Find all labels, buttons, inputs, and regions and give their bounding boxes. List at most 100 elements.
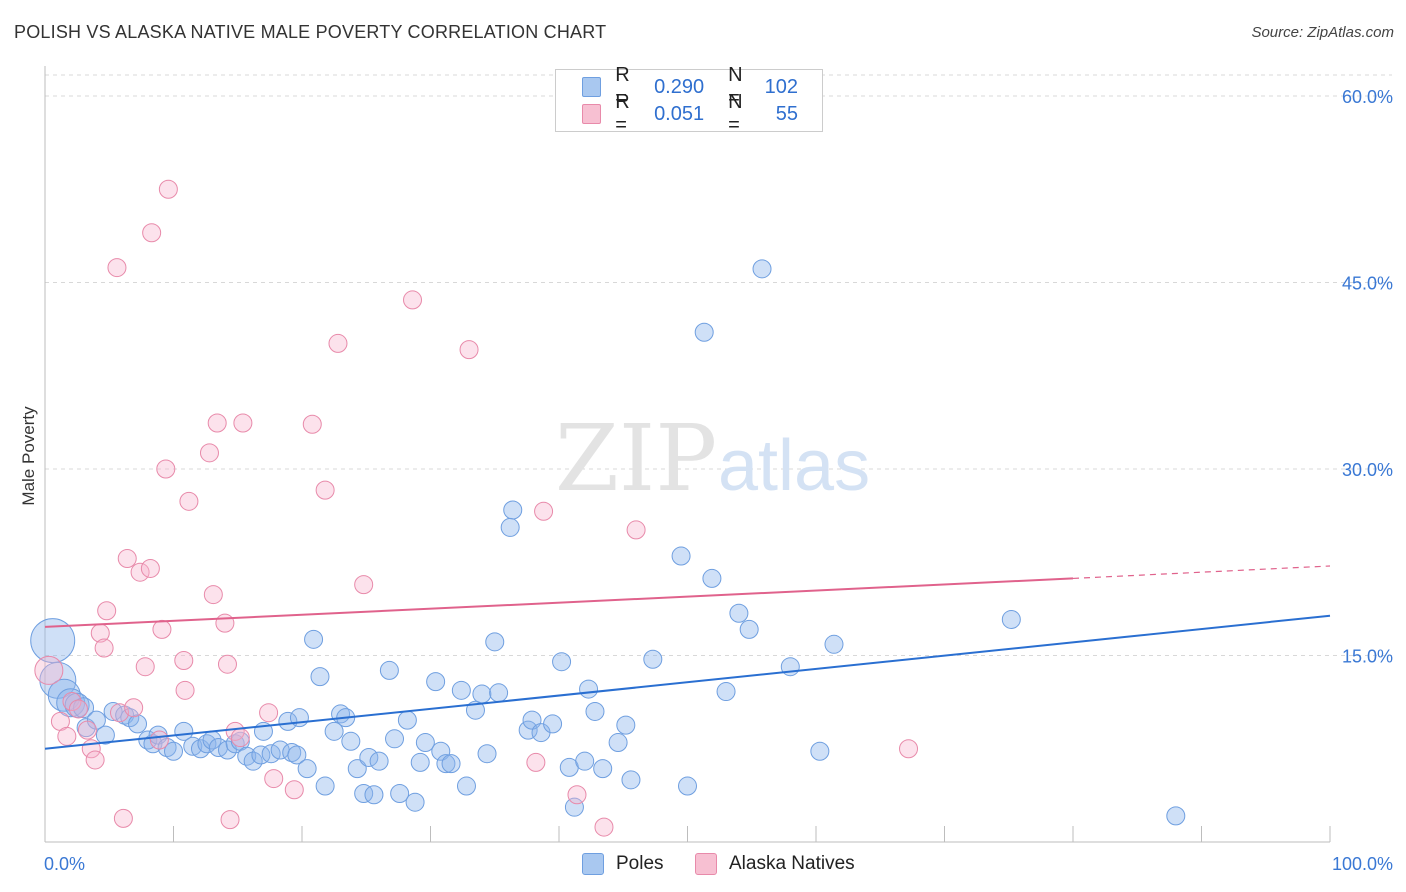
poles-point <box>451 680 471 700</box>
alaska-natives-point <box>85 750 105 770</box>
alaska-natives-point <box>594 817 614 837</box>
alaska-natives-point <box>113 808 133 828</box>
poles-point <box>500 517 520 537</box>
poles-point <box>243 751 263 771</box>
poles-point <box>608 733 628 753</box>
alaska-natives-point <box>302 414 322 434</box>
alaska-natives-point <box>156 459 176 479</box>
bottom-legend-swatch-poles <box>582 853 604 875</box>
poles-point <box>364 785 384 805</box>
alaska-natives-point <box>217 654 237 674</box>
poles-point <box>465 700 485 720</box>
poles-point <box>282 742 302 762</box>
poles-point <box>64 692 90 718</box>
alaska-natives-point <box>130 562 150 582</box>
watermark-atlas: atlas <box>718 426 870 506</box>
poles-point <box>579 679 599 699</box>
x-tick-label: 100.0% <box>1332 854 1393 874</box>
poles-point <box>369 751 389 771</box>
poles-point <box>157 738 177 758</box>
poles-point <box>1166 806 1186 826</box>
label-layer: 15.0% 30.0% 45.0% 60.0% 0.0% 100.0% Male Pover… <box>19 87 1393 874</box>
poles-point <box>616 715 636 735</box>
alaska-natives-point <box>567 785 587 805</box>
legend-swatch-alaska-natives <box>582 104 602 124</box>
alaska-natives-point <box>328 333 348 353</box>
alaska-natives-point <box>233 413 253 433</box>
poles-point <box>354 784 374 804</box>
legend-box: R = 0.290 N = 102 R = 0.051 N = 55 <box>555 64 823 136</box>
poles-trend-line <box>44 614 1331 750</box>
poles-point <box>694 322 714 342</box>
legend-n-label: N = <box>728 91 743 136</box>
alaska-natives-point <box>199 443 219 463</box>
poles-point <box>585 701 605 721</box>
poles-point <box>183 736 203 756</box>
poles-point <box>405 792 425 812</box>
poles-point <box>503 500 523 520</box>
trend-layer <box>44 565 1331 750</box>
alaska-natives-point <box>526 752 546 772</box>
legend-row-alaska-natives: R = 0.051 N = 55 <box>582 91 822 136</box>
legend-swatch-poles <box>582 77 602 97</box>
grid-layer <box>45 74 1392 656</box>
y-tick-label: 45.0% <box>1342 274 1393 294</box>
y-tick-label: 60.0% <box>1342 87 1393 107</box>
poles-point <box>397 710 417 730</box>
poles-point <box>278 711 298 731</box>
poles-point <box>621 770 641 790</box>
bottom-legend-label-poles: Poles <box>616 853 664 874</box>
poles-point <box>251 745 271 765</box>
poles-point <box>304 629 324 649</box>
alaska-natives-point <box>110 703 130 723</box>
alaska-natives-point <box>149 730 169 750</box>
poles-point <box>237 746 257 766</box>
alaska-natives-point <box>175 680 195 700</box>
poles-point <box>385 729 405 749</box>
watermark-zip: ZIP <box>555 405 717 512</box>
poles-point <box>310 667 330 687</box>
poles-point <box>164 741 183 761</box>
legend-r-value: 0.290 <box>654 75 705 98</box>
alaska-natives-point <box>57 726 77 746</box>
poles-point <box>138 730 158 750</box>
alaska-natives-point <box>152 619 172 639</box>
bottom-legend-swatch-alaska-natives <box>695 853 717 875</box>
poles-point <box>477 744 497 764</box>
poles-point <box>472 684 492 704</box>
alaska-natives-point <box>284 780 304 800</box>
alaska-natives-point <box>140 558 160 578</box>
alaska-natives-point <box>354 575 374 595</box>
poles-point <box>702 568 722 588</box>
alaska-natives-point <box>203 585 223 605</box>
alaska-natives-point <box>97 601 117 621</box>
poles-point <box>128 714 148 734</box>
alaska-natives-point <box>174 650 194 670</box>
bottom-legend-alaska-natives: Alaska Natives <box>695 851 855 877</box>
bottom-legend-label-alaska-natives: Alaska Natives <box>729 853 855 874</box>
poles-point <box>716 682 736 702</box>
poles-point <box>426 672 446 692</box>
alaska-natives-point <box>135 657 155 677</box>
alaska-natives-point <box>259 703 279 723</box>
poles-point <box>410 752 430 772</box>
poles-point <box>436 754 456 774</box>
poles-point <box>73 697 95 719</box>
alaska-natives-point <box>107 258 127 278</box>
poles-point <box>671 546 691 566</box>
poles-point <box>593 759 613 779</box>
poles-point <box>415 733 435 753</box>
poles-point <box>739 619 759 639</box>
alaska-natives-point <box>68 699 88 719</box>
bottom-legend-poles: Poles <box>582 851 664 877</box>
legend-r-label: R = <box>615 91 630 136</box>
poles-point <box>485 632 505 652</box>
alaska-natives-point <box>94 638 114 658</box>
poles-point <box>441 754 461 774</box>
poles-point <box>143 734 163 754</box>
alaska-natives-point <box>264 769 284 789</box>
legend-n-value: 55 <box>775 102 798 125</box>
poles-point <box>456 776 476 796</box>
alaska-natives-point <box>626 520 646 540</box>
